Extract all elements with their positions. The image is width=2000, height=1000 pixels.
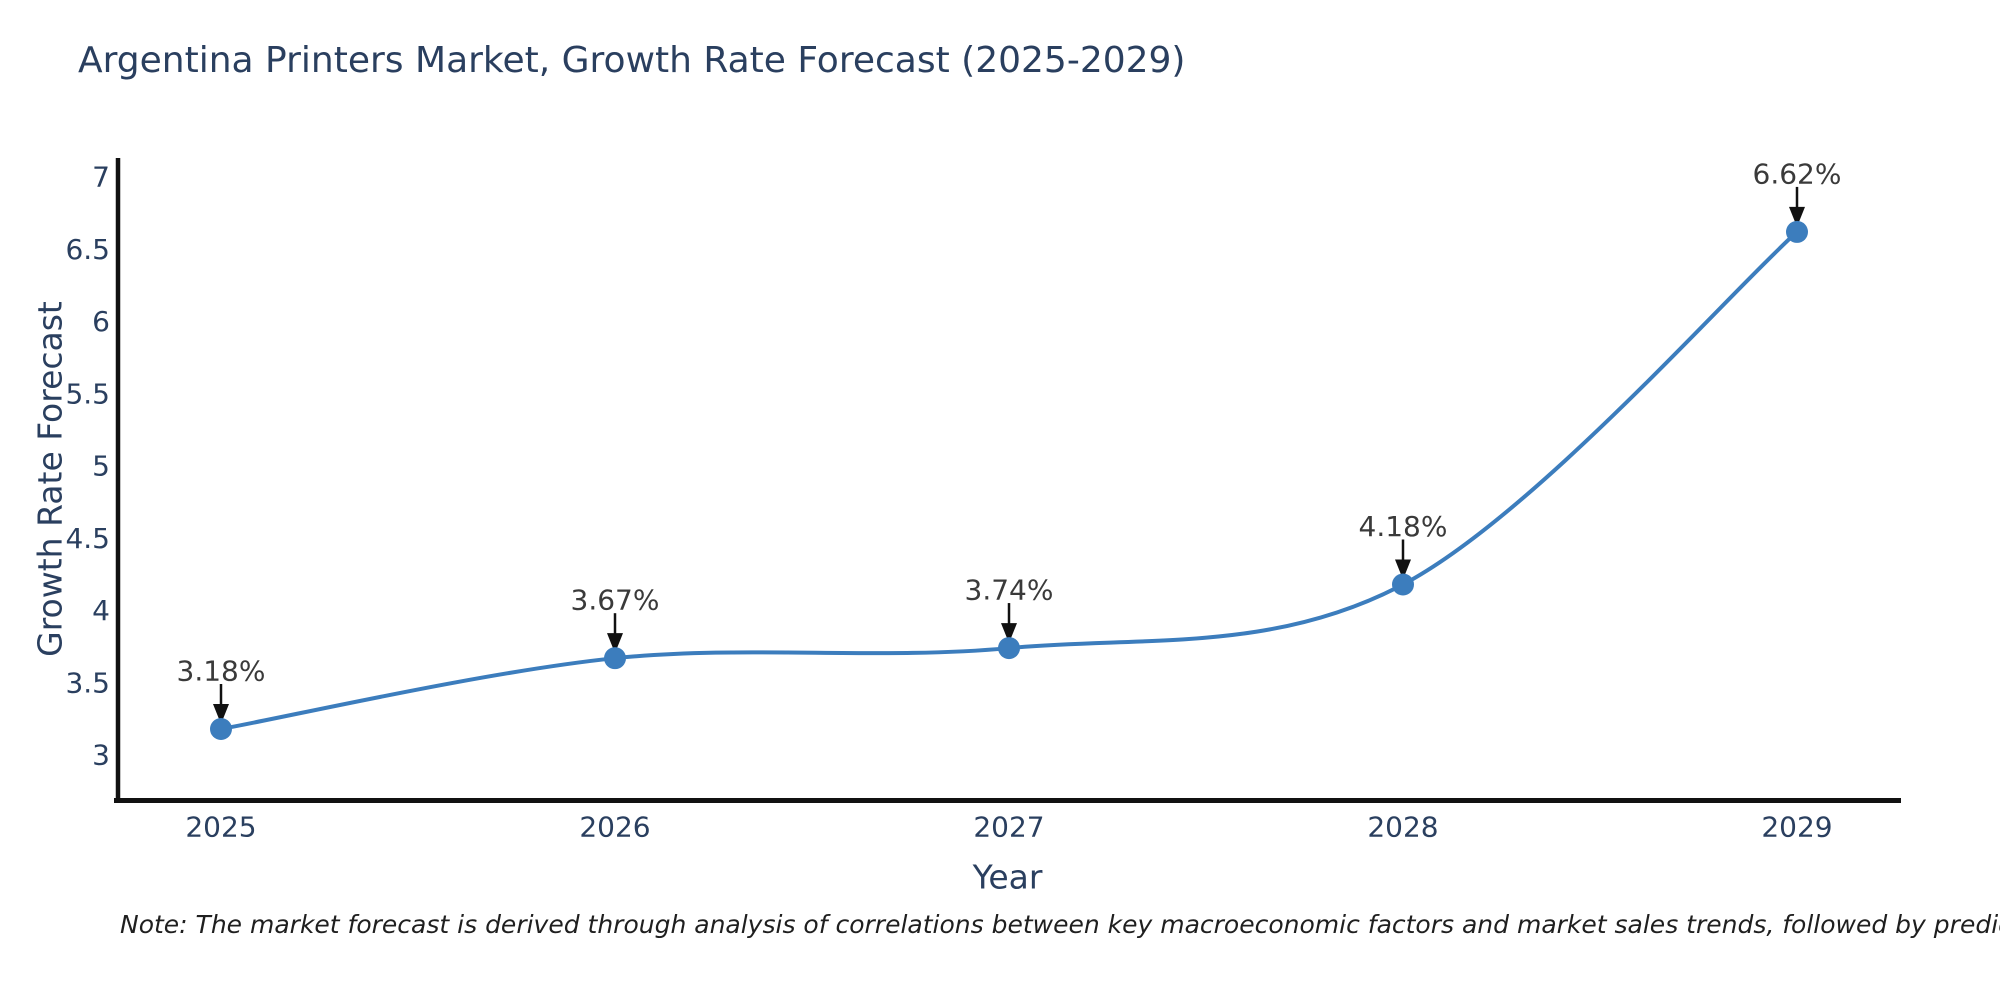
y-tick-label: 3.5: [65, 666, 110, 699]
x-tick-label: 2029: [1761, 811, 1832, 844]
data-point-label: 3.67%: [571, 584, 660, 617]
footnote-text: Note: The market forecast is derived thr…: [120, 910, 2000, 939]
data-point-label: 3.18%: [177, 654, 266, 687]
x-tick-label: 2025: [185, 811, 256, 844]
y-tick-label: 4.5: [65, 522, 110, 555]
data-point-marker[interactable]: [998, 637, 1020, 660]
y-tick-label: 4: [92, 594, 110, 627]
annotation-arrow-head: [607, 633, 623, 654]
y-tick-label: 6: [92, 305, 110, 338]
x-tick-label: 2027: [973, 811, 1044, 844]
data-point-marker[interactable]: [604, 647, 626, 670]
data-point-marker[interactable]: [210, 717, 232, 740]
y-axis-title: Growth Rate Forecast: [31, 301, 70, 657]
x-tick-label: 2026: [579, 811, 650, 844]
annotation-arrow-head: [1001, 623, 1017, 644]
y-tick-label: 7: [92, 161, 110, 194]
annotation-arrow-head: [1395, 559, 1411, 580]
y-tick-label: 5.5: [65, 377, 110, 410]
annotation-arrow-head: [213, 703, 229, 724]
chart-title: Argentina Printers Market, Growth Rate F…: [78, 40, 1186, 81]
data-point-label: 6.62%: [1753, 157, 1842, 190]
y-tick-label: 6.5: [65, 233, 110, 266]
x-axis-title: Year: [972, 858, 1043, 897]
data-point-marker[interactable]: [1786, 220, 1808, 243]
annotation-arrow-head: [1789, 206, 1805, 227]
data-point-label: 3.74%: [965, 574, 1054, 607]
y-tick-label: 3: [92, 739, 110, 772]
data-point-label: 4.18%: [1359, 510, 1448, 543]
series-line: [219, 229, 1799, 731]
x-tick-label: 2028: [1367, 811, 1438, 844]
y-tick-label: 5: [92, 450, 110, 483]
data-point-marker[interactable]: [1392, 573, 1414, 596]
